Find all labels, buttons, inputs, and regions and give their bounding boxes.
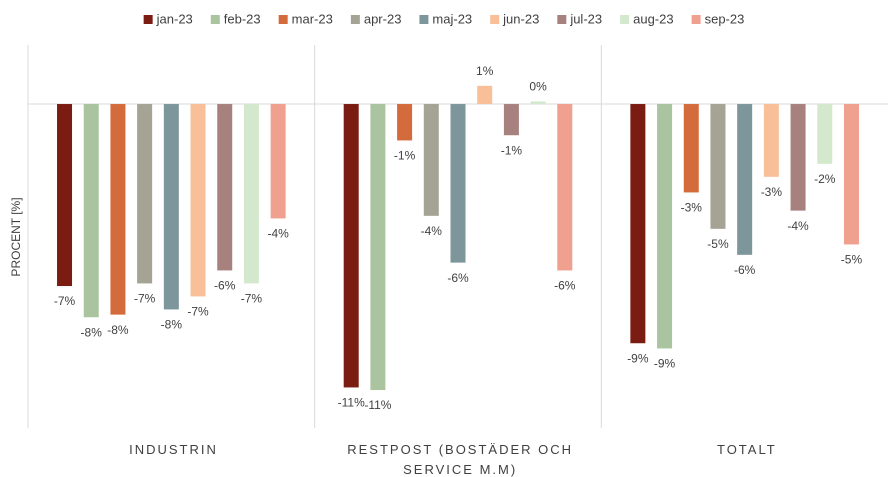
bar [163,104,179,310]
data-label: 1% [476,64,494,78]
legend-label: jun-23 [502,11,539,26]
bar [843,104,859,245]
legend-label: sep-23 [705,11,745,26]
bar [83,104,99,318]
legend-swatch [490,15,500,24]
data-label: -6% [734,263,756,277]
data-label: -11% [364,398,391,412]
data-label: -6% [214,279,236,293]
bar [817,104,833,164]
data-label: -7% [241,292,263,306]
data-label: -8% [81,325,103,339]
bar [137,104,153,284]
legend-swatch [691,15,701,24]
legend-label: feb-23 [224,11,261,26]
legend-swatch [557,15,567,24]
data-label: -1% [501,143,523,157]
x-tick-label: INDUSTRIN [129,442,218,457]
data-label: -5% [707,237,729,251]
data-label: -3% [681,201,703,215]
data-label: -2% [814,172,836,186]
legend-label: jul-23 [569,11,602,26]
data-label: -3% [761,185,783,199]
legend-swatch [620,15,630,24]
data-label: -4% [787,219,809,233]
y-axis-label: PROCENT [%] [9,197,23,276]
bar [763,104,779,177]
bar [243,104,259,284]
x-tick-label: RESTPOST (BOSTÄDER OCH SERVICE M.M) [347,442,574,477]
bar [343,104,359,388]
bar [423,104,439,216]
bar [683,104,699,193]
data-label: -8% [161,318,183,332]
x-tick-label: TOTALT [716,442,777,457]
bar [710,104,726,229]
bar [110,104,126,315]
bar [557,104,573,271]
data-label: 0% [529,80,547,94]
bar [217,104,233,271]
legend-swatch [278,15,288,24]
legend-swatch [210,15,220,24]
legend-label: aug-23 [633,11,673,26]
data-label: -6% [447,271,469,285]
data-label: -4% [267,227,289,241]
data-label: -9% [654,357,676,371]
data-label: -7% [187,305,209,319]
bar [477,85,493,105]
bar [737,104,753,255]
data-label: -5% [841,253,863,267]
bar [630,104,646,344]
data-label: -4% [421,224,443,238]
data-label: -8% [107,323,129,337]
bar [657,104,673,349]
data-label: -11% [338,396,365,410]
legend-label: jan-23 [156,11,193,26]
bar [450,104,466,263]
legend-swatch [350,15,360,24]
bar [397,104,413,141]
data-label: -7% [54,294,76,308]
bar [190,104,206,297]
bar [57,104,73,287]
legend-label: apr-23 [364,11,402,26]
data-label: -6% [554,279,576,293]
bar [370,104,386,391]
legend-swatch [143,15,153,24]
bar [503,104,519,136]
legend-label: maj-23 [432,11,472,26]
data-label: -7% [134,292,156,306]
legend-swatch [419,15,429,24]
data-label: -9% [627,351,649,365]
bar [790,104,806,211]
legend-label: mar-23 [292,11,333,26]
bar [270,104,286,219]
data-label: -1% [394,149,416,163]
bar [530,101,546,105]
